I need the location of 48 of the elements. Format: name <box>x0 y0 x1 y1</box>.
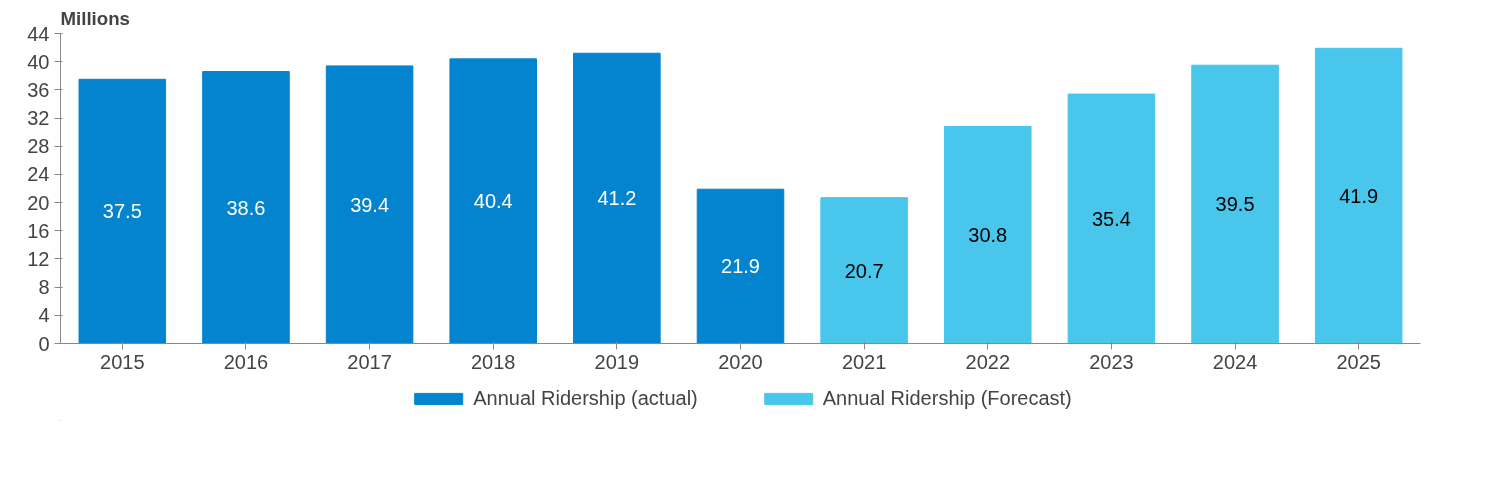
data-label: 20.7 <box>844 259 884 282</box>
bar <box>944 126 1032 344</box>
data-label: 40.4 <box>473 190 513 213</box>
x-tick-label: 2020 <box>718 350 763 373</box>
y-tick-label: 24 <box>27 163 50 186</box>
bar <box>1191 64 1279 344</box>
y-tick-label: 4 <box>38 304 50 327</box>
data-label: 39.5 <box>1215 193 1255 216</box>
x-tick-label: 2023 <box>1089 350 1134 373</box>
bar <box>202 71 290 344</box>
bar <box>820 197 908 344</box>
legend-label: Annual Ridership (actual) <box>473 386 698 410</box>
data-label: 38.6 <box>226 196 266 219</box>
data-label: 41.2 <box>597 187 637 210</box>
legend-label: Annual Ridership (Forecast) <box>822 386 1072 410</box>
x-tick-label: 2022 <box>965 350 1011 373</box>
bar <box>696 188 785 344</box>
bar <box>325 65 414 344</box>
data-label: 41.9 <box>1339 184 1379 207</box>
y-tick-label: 36 <box>27 78 50 101</box>
x-tick-label: 2021 <box>841 350 887 373</box>
y-tick-label: 0 <box>38 332 50 355</box>
y-axis-title: Millions <box>60 7 130 29</box>
y-tick-label: 44 <box>27 22 50 45</box>
x-tick-label: 2016 <box>223 350 269 373</box>
x-tick-label: 2024 <box>1212 350 1258 373</box>
y-tick-label: 32 <box>27 107 50 130</box>
x-tick-label: 2019 <box>594 350 640 373</box>
data-label: 21.9 <box>721 255 760 278</box>
bar <box>449 58 537 344</box>
data-label: 39.4 <box>350 193 390 216</box>
y-tick-label: 40 <box>27 50 50 73</box>
data-label: 30.8 <box>968 224 1008 246</box>
data-label: 35.4 <box>1091 207 1131 230</box>
x-tick-label: 2015 <box>100 350 145 373</box>
data-label: 37.5 <box>102 200 142 223</box>
y-tick-label: 16 <box>27 219 50 242</box>
y-tick-label: 20 <box>27 191 50 214</box>
y-tick-label: 28 <box>27 135 50 158</box>
bar <box>573 52 661 344</box>
x-tick-label: 2017 <box>347 350 392 373</box>
y-tick-label: 12 <box>27 247 50 270</box>
bar <box>1067 93 1156 344</box>
x-tick-label: 2025 <box>1336 350 1381 373</box>
bar <box>1314 47 1403 344</box>
x-tick-label: 2018 <box>470 350 516 373</box>
bar <box>78 78 167 344</box>
y-tick-label: 8 <box>38 276 50 299</box>
